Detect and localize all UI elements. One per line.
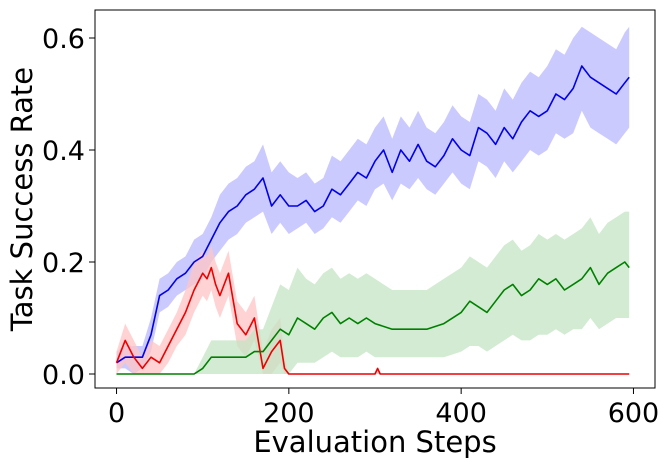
x-tick-label: 600 (608, 398, 660, 429)
series-3-line (116, 261, 630, 375)
series-1-line (116, 65, 630, 364)
confidence-bands (116, 26, 630, 375)
series-lines (115, 65, 630, 375)
y-tick-label: 0.6 (42, 24, 85, 55)
y-tick-label: 0.2 (42, 248, 85, 279)
y-tick-label: 0.4 (42, 136, 85, 167)
x-tick-label: 0 (108, 398, 125, 429)
series-2-line (115, 266, 630, 375)
y-axis-title: Task Success Rate (5, 67, 39, 332)
y-tick-label: 0.0 (42, 360, 85, 391)
x-tick-label: 200 (263, 398, 315, 429)
x-axis-ticks: 0 200 400 600 (108, 388, 659, 429)
plot-frame (94, 9, 656, 389)
series-3-band (116, 211, 630, 374)
series-1-band (116, 26, 630, 375)
y-axis-ticks: 0.0 0.2 0.4 0.6 (42, 24, 95, 391)
x-tick-label: 400 (435, 398, 487, 429)
x-axis-title: Evaluation Steps (253, 425, 496, 459)
